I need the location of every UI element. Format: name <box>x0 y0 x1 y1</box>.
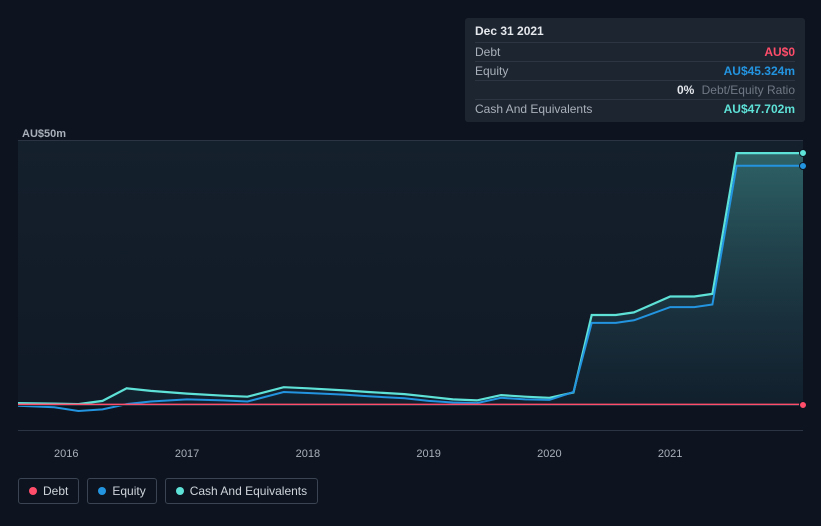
tooltip-date: Dec 31 2021 <box>475 24 795 42</box>
legend-dot <box>176 487 184 495</box>
x-tick-label: 2018 <box>296 448 320 460</box>
cash-end-marker <box>799 149 807 157</box>
tooltip-row-value: 0% Debt/Equity Ratio <box>677 83 795 97</box>
legend-dot <box>29 487 37 495</box>
legend-dot <box>98 487 106 495</box>
legend-label: Debt <box>43 484 68 498</box>
tooltip-row-value: AU$47.702m <box>724 102 795 116</box>
legend: Debt Equity Cash And Equivalents <box>18 478 318 504</box>
tooltip-row-label: Debt <box>475 45 605 59</box>
chart-area[interactable]: AU$50mAU$0-AU$5m <box>18 120 803 440</box>
chart-root: Dec 31 2021 Debt AU$0 Equity AU$45.324m 0% D… <box>0 0 821 526</box>
legend-item-debt[interactable]: Debt <box>18 478 79 504</box>
legend-label: Cash And Equivalents <box>190 484 307 498</box>
x-tick-label: 2016 <box>54 448 78 460</box>
legend-item-cash-and-equivalents[interactable]: Cash And Equivalents <box>165 478 318 504</box>
tooltip-row-value: AU$0 <box>764 45 795 59</box>
legend-item-equity[interactable]: Equity <box>87 478 156 504</box>
tooltip-row-value: AU$45.324m <box>724 64 795 78</box>
plot-area <box>18 140 803 430</box>
x-tick-label: 2021 <box>658 448 682 460</box>
equity-end-marker <box>799 162 807 170</box>
x-tick-label: 2020 <box>537 448 561 460</box>
debt-end-marker <box>799 401 807 409</box>
tooltip-row-label: Equity <box>475 64 605 78</box>
tooltip-row-label: Cash And Equivalents <box>475 102 605 116</box>
x-axis: 2016 2017 2018 2019 2020 2021 <box>18 448 803 468</box>
y-tick-label: AU$50m <box>22 128 66 140</box>
tooltip-row-label <box>475 83 605 97</box>
hover-tooltip: Dec 31 2021 Debt AU$0 Equity AU$45.324m 0% D… <box>465 18 805 122</box>
tooltip-rows: Debt AU$0 Equity AU$45.324m 0% Debt/Equity R… <box>475 42 795 118</box>
x-tick-label: 2019 <box>416 448 440 460</box>
legend-label: Equity <box>112 484 145 498</box>
series-svg <box>18 141 803 431</box>
x-tick-label: 2017 <box>175 448 199 460</box>
